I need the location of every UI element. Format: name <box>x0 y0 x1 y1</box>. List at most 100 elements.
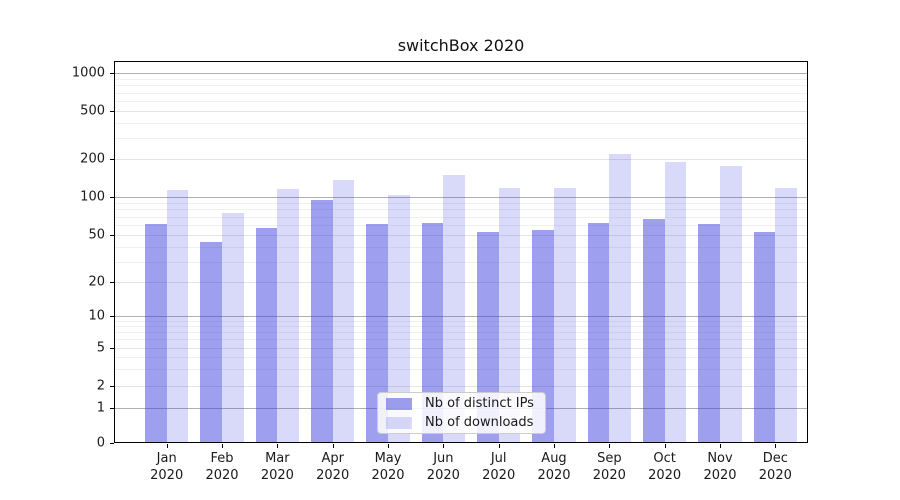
minor-gridline <box>115 85 807 87</box>
bar-distinct-ips-feb <box>200 241 223 442</box>
x-tick-label: Jun 2020 <box>426 451 460 483</box>
x-tick-label: Sep 2020 <box>592 451 626 483</box>
legend-item-distinct-ips: Nb of distinct IPs <box>386 396 537 411</box>
x-tick-mark <box>166 444 168 448</box>
bar-downloads-nov <box>720 165 742 442</box>
y-tick-mark <box>110 386 114 387</box>
y-tick-mark <box>110 72 114 74</box>
y-tick-label: 1000 <box>71 65 105 81</box>
minor-gridline <box>115 332 807 334</box>
bar-downloads-jan <box>166 190 189 442</box>
minor-gridline <box>115 216 807 218</box>
bar-downloads-oct <box>664 161 687 442</box>
y-tick-mark <box>110 315 114 317</box>
gridline <box>115 282 807 284</box>
minor-gridline <box>115 326 807 327</box>
bar-distinct-ips-mar <box>255 228 278 442</box>
y-tick-mark <box>110 282 114 284</box>
y-tick-label: 5 <box>96 340 105 356</box>
x-tick-label: Apr 2020 <box>316 451 350 483</box>
y-tick-label: 20 <box>88 274 105 290</box>
bar-downloads-mar <box>277 188 299 442</box>
bar-downloads-feb <box>222 212 244 442</box>
y-tick-mark <box>110 443 114 444</box>
x-tick-mark <box>388 444 390 448</box>
y-tick-label: 200 <box>80 151 105 167</box>
minor-gridline <box>115 320 807 322</box>
x-tick-mark <box>222 444 224 448</box>
gridline <box>115 159 807 161</box>
bar-distinct-ips-may <box>366 224 388 442</box>
y-tick-label: 0 <box>96 435 105 451</box>
minor-gridline <box>115 225 807 227</box>
legend-label: Nb of downloads <box>425 415 534 430</box>
bar-distinct-ips-nov <box>698 224 720 442</box>
gridline <box>115 386 807 387</box>
y-tick-label: 10 <box>88 308 105 324</box>
y-tick-mark <box>110 196 114 198</box>
y-tick-mark <box>110 407 114 409</box>
minor-gridline <box>115 261 807 263</box>
x-tick-label: Jul 2020 <box>482 451 516 483</box>
y-tick-label: 2 <box>96 378 105 394</box>
legend-item-downloads: Nb of downloads <box>386 415 537 430</box>
x-tick-mark <box>664 444 666 448</box>
bar-distinct-ips-aug <box>532 230 554 442</box>
y-tick-label: 100 <box>80 189 105 205</box>
minor-gridline <box>115 92 807 94</box>
legend-label: Nb of distinct IPs <box>425 396 534 411</box>
bar-downloads-may <box>388 194 410 442</box>
y-tick-label: 500 <box>80 103 105 119</box>
legend-swatch-downloads <box>386 416 412 429</box>
bar-distinct-ips-dec <box>753 232 776 442</box>
gridline <box>115 111 807 112</box>
x-tick-label: Oct 2020 <box>648 451 682 483</box>
minor-gridline <box>115 138 807 140</box>
y-tick-mark <box>110 347 114 349</box>
x-tick-label: Dec 2020 <box>758 451 792 483</box>
x-tick-label: May 2020 <box>371 451 405 483</box>
bar-downloads-sep <box>609 154 631 442</box>
bar-distinct-ips-jul <box>477 232 499 442</box>
x-tick-mark <box>609 444 611 448</box>
bar-distinct-ips-jun <box>421 223 444 442</box>
x-tick-label: Jan 2020 <box>150 451 184 483</box>
gridline <box>115 235 807 237</box>
x-tick-mark <box>554 444 555 448</box>
x-tick-label: Mar 2020 <box>260 451 294 483</box>
gridline <box>115 347 807 349</box>
legend-swatch-distinct-ips <box>386 397 412 410</box>
minor-gridline <box>115 339 807 341</box>
x-tick-mark <box>775 444 777 448</box>
x-tick-mark <box>720 444 721 448</box>
major-gridline <box>115 196 807 198</box>
major-gridline <box>115 315 807 317</box>
bar-distinct-ips-sep <box>587 223 610 442</box>
bar-downloads-apr <box>332 179 355 442</box>
chart-title: switchBox 2020 <box>397 36 525 55</box>
bar-distinct-ips-oct <box>643 219 665 442</box>
bar-downloads-dec <box>775 188 797 442</box>
minor-gridline <box>115 357 807 359</box>
y-tick-mark <box>110 235 114 237</box>
y-tick-mark <box>110 111 114 112</box>
bar-downloads-jul <box>498 188 521 442</box>
x-tick-mark <box>443 444 445 448</box>
minor-gridline <box>115 101 807 102</box>
y-tick-mark <box>110 159 114 161</box>
minor-gridline <box>115 202 807 204</box>
bar-downloads-jun <box>443 175 465 442</box>
bar-downloads-aug <box>554 188 576 442</box>
x-tick-mark <box>332 444 334 448</box>
minor-gridline <box>115 78 807 80</box>
minor-gridline <box>115 122 807 124</box>
y-tick-label: 1 <box>96 400 105 415</box>
minor-gridline <box>115 369 807 371</box>
minor-gridline <box>115 246 807 248</box>
x-tick-label: Nov 2020 <box>703 451 737 483</box>
x-tick-mark <box>498 444 500 448</box>
bar-distinct-ips-apr <box>311 199 333 442</box>
major-gridline <box>115 72 807 74</box>
x-tick-mark <box>277 444 279 448</box>
